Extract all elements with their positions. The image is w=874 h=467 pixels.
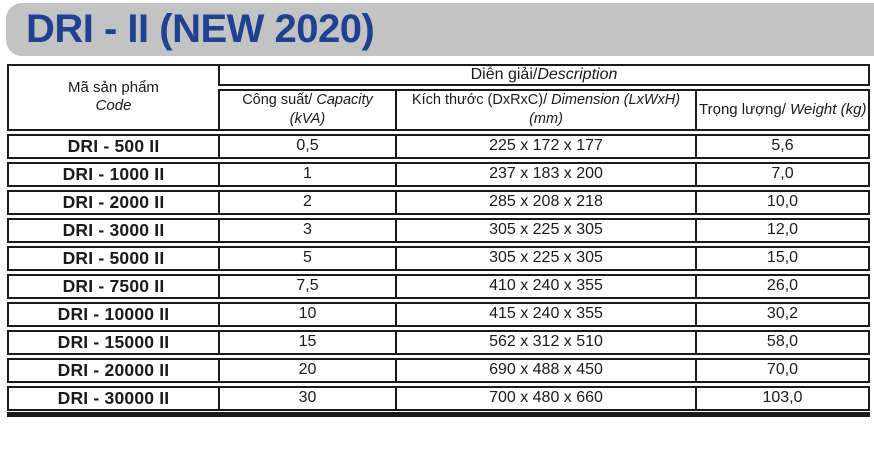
capacity-cell: 15 (218, 329, 395, 355)
weight-cell: 15,0 (695, 245, 870, 271)
header-dimension: Kích thước (DxRxC)/ Dimension (LxWxH) (mm… (395, 89, 695, 131)
capacity-cell: 20 (218, 357, 395, 383)
dimension-cell: 700 x 480 x 660 (395, 385, 695, 411)
product-code-cell: DRI - 5000 II (7, 245, 218, 271)
weight-cell: 7,0 (695, 161, 870, 187)
dimension-cell: 285 x 208 x 218 (395, 189, 695, 215)
product-code-cell: DRI - 1000 II (7, 161, 218, 187)
product-code-cell: DRI - 15000 II (7, 329, 218, 355)
page-title: DRI - II (NEW 2020) (26, 7, 375, 51)
product-code-cell: DRI - 500 II (7, 133, 218, 159)
weight-cell: 26,0 (695, 273, 870, 299)
capacity-cell: 7,5 (218, 273, 395, 299)
header-description-en: Description (537, 66, 618, 83)
product-code-cell: DRI - 20000 II (7, 357, 218, 383)
header-row-group: Mã sản phẩm Code Diễn giải/Description (7, 64, 870, 131)
capacity-cell: 10 (218, 301, 395, 327)
header-dimension-en: Dimension (LxWxH) (551, 92, 681, 108)
weight-cell: 58,0 (695, 329, 870, 355)
weight-cell: 30,2 (695, 301, 870, 327)
header-row-sub: Công suất/ Capacity (kVA) Kích thước (DxR… (7, 89, 870, 131)
capacity-cell: 0,5 (218, 133, 395, 159)
table-row: DRI - 5000 II 5 305 x 225 x 305 15,0 (7, 245, 870, 271)
header-dimension-unit: (mm) (529, 110, 563, 127)
weight-cell: 12,0 (695, 217, 870, 243)
capacity-cell: 30 (218, 385, 395, 411)
dimension-cell: 415 x 240 x 355 (395, 301, 695, 327)
weight-cell: 103,0 (695, 385, 870, 411)
header-capacity-en: Capacity (316, 92, 373, 108)
capacity-cell: 3 (218, 217, 395, 243)
table-row: DRI - 10000 II 10 415 x 240 x 355 30,2 (7, 301, 870, 327)
capacity-cell: 1 (218, 161, 395, 187)
header-weight: Trọng lượng/ Weight (kg) (695, 89, 870, 131)
header-capacity-unit: (kVA) (289, 110, 326, 127)
header-product-code: Mã sản phẩm Code (7, 64, 218, 131)
dimension-cell: 562 x 312 x 510 (395, 329, 695, 355)
header-code-vi: Mã sản phẩm (68, 78, 159, 96)
header-code-en: Code (95, 97, 132, 115)
header-description-vi: Diễn giải/ (470, 66, 538, 83)
product-code-cell: DRI - 7500 II (7, 273, 218, 299)
table-row: DRI - 30000 II 30 700 x 480 x 660 103,0 (7, 385, 870, 411)
dimension-cell: 225 x 172 x 177 (395, 133, 695, 159)
table-row: DRI - 1000 II 1 237 x 183 x 200 7,0 (7, 161, 870, 187)
dimension-cell: 305 x 225 x 305 (395, 245, 695, 271)
weight-cell: 5,6 (695, 133, 870, 159)
table-row: DRI - 20000 II 20 690 x 488 x 450 70,0 (7, 357, 870, 383)
title-bar: DRI - II (NEW 2020) (6, 3, 874, 56)
header-description: Diễn giải/Description (218, 64, 870, 86)
table-bottom-rule (7, 411, 870, 417)
table-row: DRI - 15000 II 15 562 x 312 x 510 58,0 (7, 329, 870, 355)
weight-cell: 10,0 (695, 189, 870, 215)
table-row: DRI - 500 II 0,5 225 x 172 x 177 5,6 (7, 133, 870, 159)
table-row: DRI - 3000 II 3 305 x 225 x 305 12,0 (7, 217, 870, 243)
dimension-cell: 305 x 225 x 305 (395, 217, 695, 243)
header-capacity: Công suất/ Capacity (kVA) (218, 89, 395, 131)
table-row: DRI - 7500 II 7,5 410 x 240 x 355 26,0 (7, 273, 870, 299)
dimension-cell: 690 x 488 x 450 (395, 357, 695, 383)
capacity-cell: 5 (218, 245, 395, 271)
product-code-cell: DRI - 2000 II (7, 189, 218, 215)
dimension-cell: 410 x 240 x 355 (395, 273, 695, 299)
header-weight-vi: Trọng lượng/ (699, 101, 786, 119)
header-weight-en: Weight (kg) (790, 101, 867, 119)
product-code-cell: DRI - 10000 II (7, 301, 218, 327)
header-dimension-vi: Kích thước (DxRxC)/ (411, 92, 548, 108)
spec-table: Mã sản phẩm Code Diễn giải/Description Cô… (7, 61, 870, 414)
table-row: DRI - 2000 II 2 285 x 208 x 218 10,0 (7, 189, 870, 215)
product-code-cell: DRI - 3000 II (7, 217, 218, 243)
weight-cell: 70,0 (695, 357, 870, 383)
capacity-cell: 2 (218, 189, 395, 215)
header-capacity-vi: Công suất/ (242, 92, 313, 108)
dimension-cell: 237 x 183 x 200 (395, 161, 695, 187)
product-code-cell: DRI - 30000 II (7, 385, 218, 411)
